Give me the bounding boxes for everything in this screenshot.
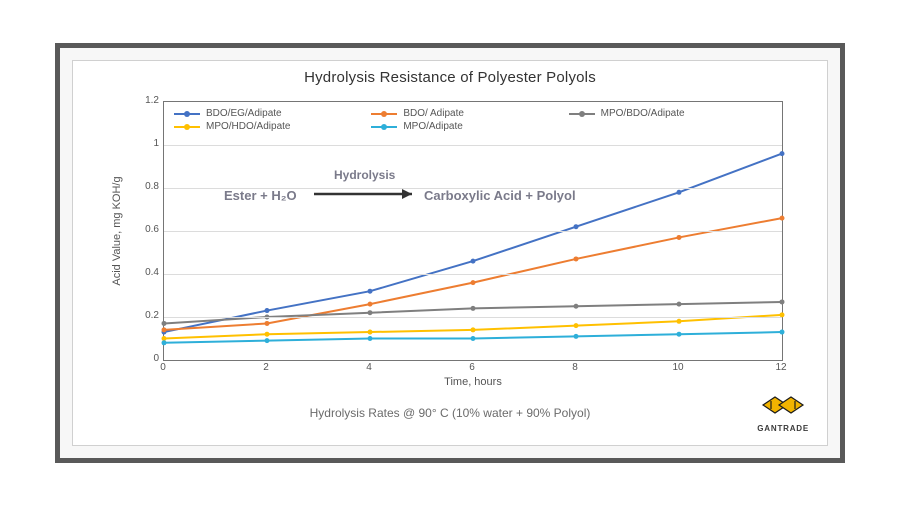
x-tick: 12 — [771, 362, 791, 373]
chart-title: Hydrolysis Resistance of Polyester Polyo… — [73, 69, 827, 86]
x-axis-label: Time, hours — [163, 376, 783, 388]
y-tick: 1.2 — [135, 95, 159, 106]
y-axis-label: Acid Value, mg KOH/g — [111, 101, 131, 361]
plot-area: BDO/EG/AdipateBDO/ AdipateMPO/BDO/Adipat… — [163, 101, 783, 361]
y-tick: 1 — [135, 138, 159, 149]
chart-subtitle: Hydrolysis Rates @ 90° C (10% water + 90… — [73, 406, 827, 420]
x-tick: 10 — [668, 362, 688, 373]
x-tick: 8 — [565, 362, 585, 373]
x-tick: 6 — [462, 362, 482, 373]
x-tick: 4 — [359, 362, 379, 373]
outer-frame: Hydrolysis Resistance of Polyester Polyo… — [55, 43, 845, 463]
brand-logo: GANTRADE — [757, 392, 809, 433]
y-tick: 0.6 — [135, 224, 159, 235]
logo-text: GANTRADE — [757, 424, 809, 433]
y-tick: 0.2 — [135, 310, 159, 321]
logo-icon — [759, 392, 807, 418]
x-tick: 2 — [256, 362, 276, 373]
y-tick: 0.4 — [135, 267, 159, 278]
x-tick: 0 — [153, 362, 173, 373]
y-tick: 0.8 — [135, 181, 159, 192]
chart-panel: Hydrolysis Resistance of Polyester Polyo… — [72, 60, 828, 446]
